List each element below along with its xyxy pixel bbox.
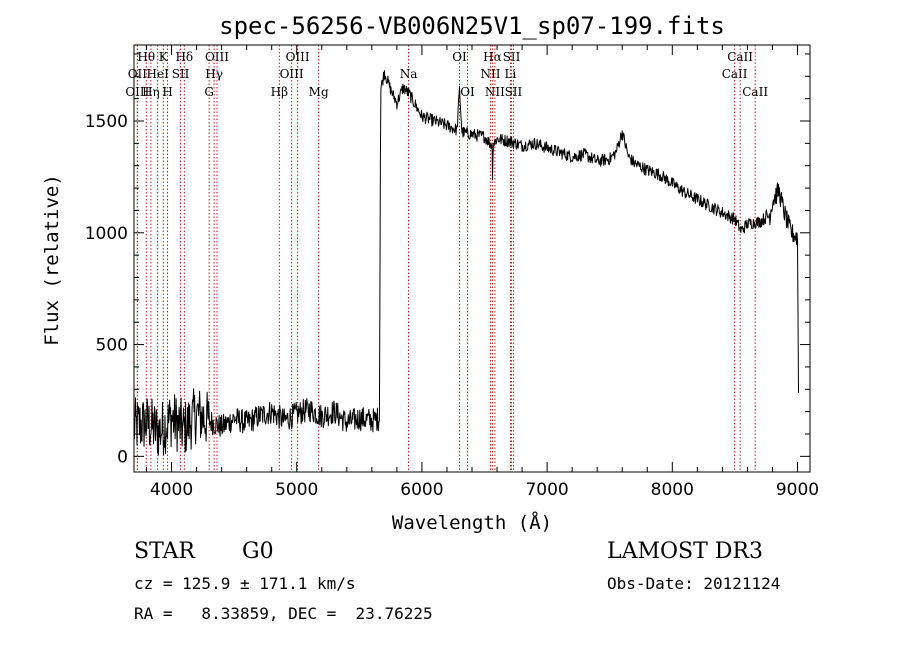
line-marker-label-11: OIII xyxy=(205,50,229,64)
axes: 4000 5000 6000 7000 8000 9000 0 500 1000 1500 xyxy=(85,44,819,500)
line-markers: OIIOIIIHθHηHeIKHSIIHδGHγOIIIHβOIIIOIIIMg… xyxy=(125,45,768,472)
line-marker-label-12: Hβ xyxy=(271,85,288,99)
y-tick-label-1: 500 xyxy=(96,336,128,356)
line-marker-label-1: OIII xyxy=(125,85,149,99)
redshift-cz: cz = 125.9 ± 171.1 km/s xyxy=(134,574,356,593)
y-tick-label-3: 1500 xyxy=(85,112,128,132)
x-axis-label: Wavelength (Å) xyxy=(392,511,552,534)
line-marker-label-2: Hθ xyxy=(137,50,155,64)
object-subclass: G0 xyxy=(242,539,274,564)
spectrum-line-0 xyxy=(133,70,799,456)
line-marker-label-8: Hδ xyxy=(175,50,193,64)
line-marker-label-5: K xyxy=(159,50,169,64)
x-tick-label-0: 4000 xyxy=(150,480,193,500)
line-marker-label-4: HeI xyxy=(147,67,170,81)
line-marker-label-13: OIII xyxy=(280,67,304,81)
line-marker-label-10: Hγ xyxy=(205,67,223,81)
line-marker-label-17: OI xyxy=(452,50,467,64)
chart-title: spec-56256-VB006N25V1_sp07-199.fits xyxy=(219,12,725,40)
object-class: STAR xyxy=(134,539,196,564)
x-tick-label-3: 7000 xyxy=(525,480,568,500)
line-marker-label-3: Hη xyxy=(142,85,160,99)
line-marker-label-14: OIII xyxy=(286,50,310,64)
survey-name: LAMOST DR3 xyxy=(607,539,763,564)
y-tick-label-0: 0 xyxy=(117,447,128,467)
line-marker-label-7: SII xyxy=(172,67,190,81)
x-tick-label-1: 5000 xyxy=(275,480,318,500)
line-marker-label-19: NII xyxy=(481,67,501,81)
line-marker-label-6: H xyxy=(162,85,172,99)
coordinates: RA = 8.33859, DEC = 23.76225 xyxy=(134,604,433,623)
line-marker-label-26: CaII xyxy=(727,50,753,64)
line-marker-label-18: OI xyxy=(460,85,475,99)
line-marker-label-16: Na xyxy=(400,67,418,81)
line-marker-label-23: SII xyxy=(503,50,521,64)
line-marker-label-24: SII xyxy=(505,85,523,99)
series-layer xyxy=(133,70,799,456)
y-tick-label-2: 1000 xyxy=(85,224,128,244)
plot-frame xyxy=(133,44,811,473)
x-tick-label-2: 6000 xyxy=(400,480,443,500)
line-marker-label-25: CaII xyxy=(722,67,748,81)
line-marker-label-9: G xyxy=(204,85,214,99)
line-marker-label-22: Li xyxy=(505,67,517,81)
line-marker-label-15: Mg xyxy=(309,85,329,99)
x-tick-label-5: 9000 xyxy=(776,480,819,500)
y-axis-label: Flux (relative) xyxy=(41,174,63,346)
line-marker-label-20: Hα xyxy=(483,50,502,64)
line-marker-label-21: NII xyxy=(485,85,505,99)
obs-date: Obs-Date: 20121124 xyxy=(607,574,780,593)
x-tick-label-4: 8000 xyxy=(651,480,694,500)
line-marker-label-27: CaII xyxy=(742,85,768,99)
